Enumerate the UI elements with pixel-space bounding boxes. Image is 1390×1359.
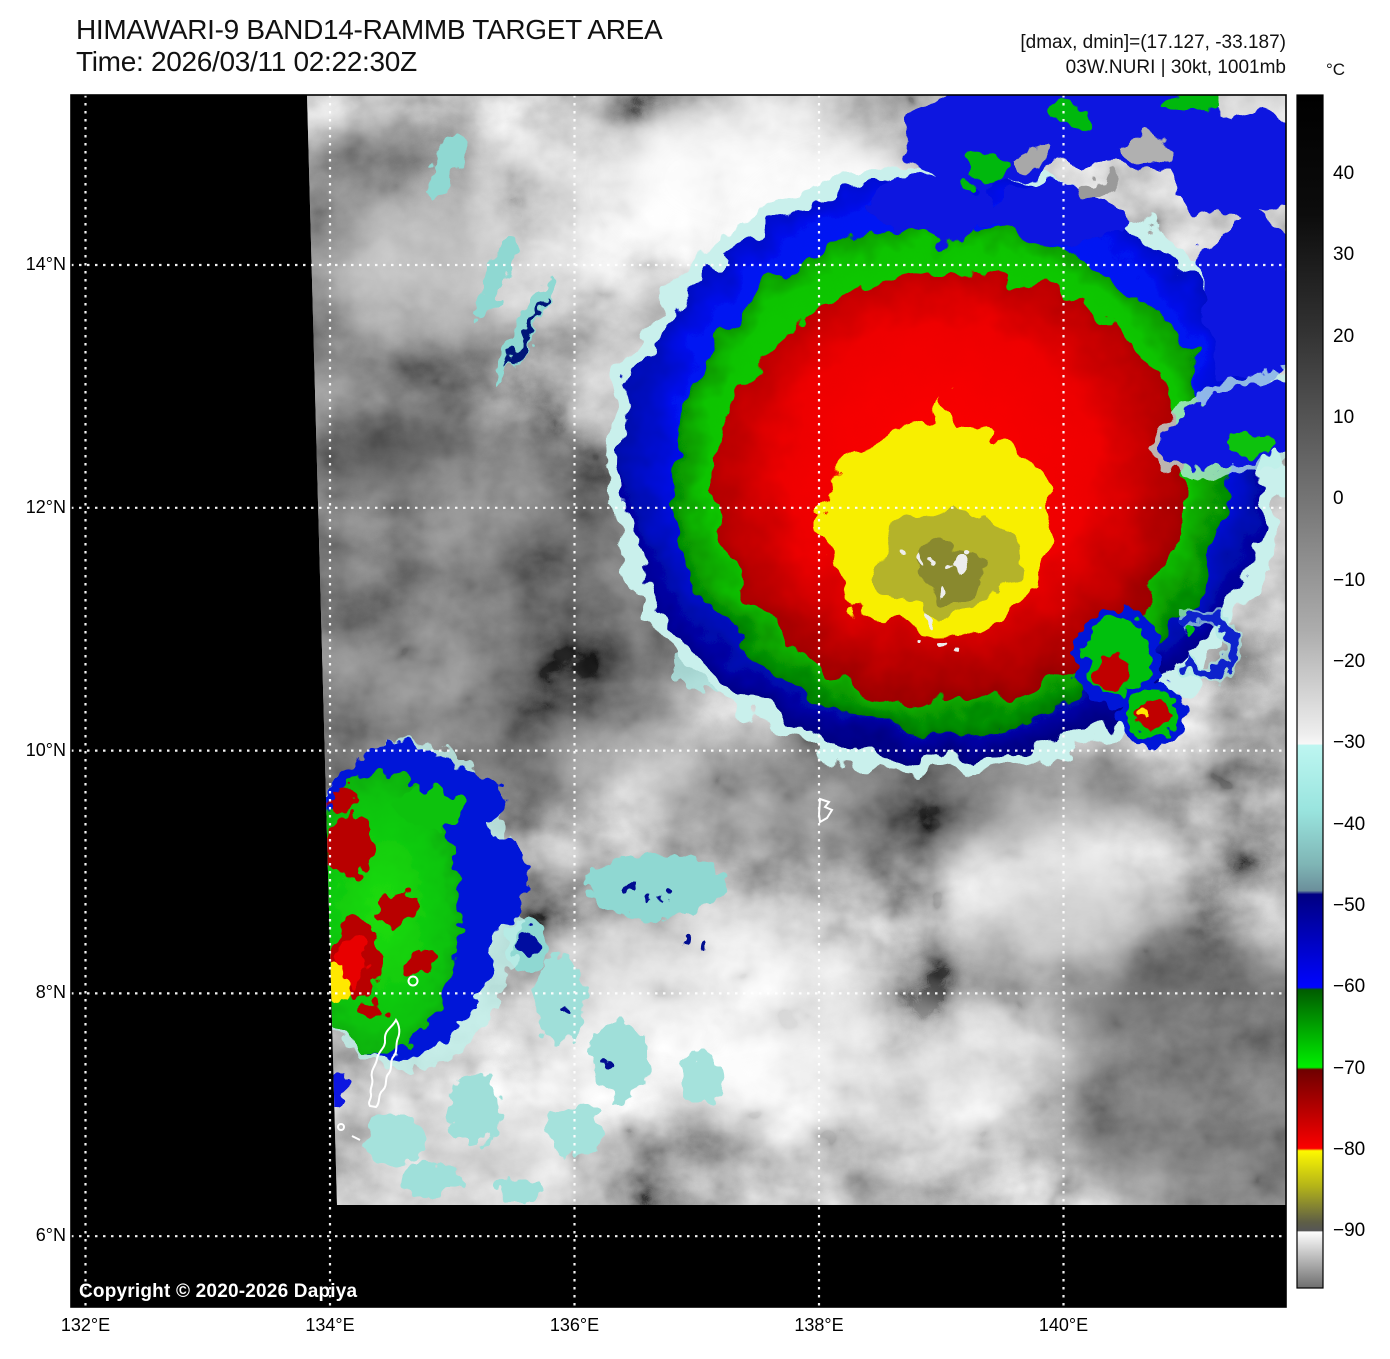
- colorbar-tick-label: 40: [1333, 163, 1355, 184]
- colorbar: [1296, 94, 1324, 1289]
- colorbar-unit-label: °C: [1326, 60, 1346, 79]
- header-right: [dmax, dmin]=(17.127, -33.187) 03W.NURI …: [1020, 30, 1286, 80]
- islet-outline: [337, 1123, 345, 1131]
- palau-coastline: [368, 1018, 401, 1109]
- lat-tick-label: 10°N: [25, 739, 66, 760]
- east-blue-streak: [1152, 370, 1286, 478]
- satellite-data-layer: [307, 95, 1286, 1205]
- lon-tick-label: 136°E: [549, 1315, 600, 1335]
- colorbar-tick-label: 20: [1333, 325, 1355, 347]
- lon-tick-label: 132°E: [60, 1315, 111, 1335]
- southwest-convective-cluster: [307, 740, 528, 1070]
- colorbar-tick-label: −70: [1333, 1057, 1366, 1079]
- lon-tick-label: 140°E: [1038, 1315, 1089, 1335]
- islet-outline2: [351, 1135, 361, 1141]
- plot-border: [70, 94, 1287, 1308]
- dmax-dmin-readout: [dmax, dmin]=(17.127, -33.187): [1020, 32, 1286, 53]
- colorbar-tick-label: 30: [1333, 244, 1355, 266]
- lon-tick-label: 138°E: [794, 1315, 844, 1335]
- copyright-notice: Copyright © 2020-2026 Dapiya: [79, 1281, 358, 1302]
- header-left: HIMAWARI-9 BAND14-RAMMB TARGET AREA Time…: [76, 14, 663, 78]
- colorbar-tick-label: −20: [1333, 650, 1366, 672]
- colorbar-tick-label: −60: [1333, 976, 1366, 998]
- storm-cold-core: [820, 392, 1056, 657]
- southeast-cells: [1074, 608, 1242, 745]
- lat-tick-label: 12°N: [25, 496, 66, 517]
- island-outline: [407, 975, 419, 987]
- colorbar-tick-label: −10: [1333, 569, 1366, 591]
- colorbar-tick-label: −30: [1333, 732, 1366, 754]
- timestamp: Time: 2026/03/11 02:22:30Z: [76, 46, 417, 77]
- storm-info: 03W.NURI | 30kt, 1001mb: [1065, 57, 1286, 78]
- lat-tick-label: 14°N: [25, 254, 66, 274]
- colorbar-tick-label: −90: [1333, 1220, 1366, 1242]
- lat-tick-label: 6°N: [35, 1225, 66, 1246]
- colorbar-tick-label: −50: [1333, 894, 1366, 916]
- lat-tick-label: 8°N: [35, 982, 66, 1003]
- lon-tick-label: 134°E: [305, 1315, 355, 1335]
- colorbar-tick-label: 0: [1333, 488, 1344, 510]
- lat-lon-grid: [71, 95, 1286, 1307]
- colorbar-tick-label: 10: [1333, 406, 1355, 428]
- colorbar-tick-label: −40: [1333, 813, 1366, 835]
- page-title: HIMAWARI-9 BAND14-RAMMB TARGET AREA: [76, 14, 663, 45]
- northeast-blue-streaks: [875, 95, 1286, 390]
- colorbar-tick-label: −80: [1333, 1138, 1366, 1160]
